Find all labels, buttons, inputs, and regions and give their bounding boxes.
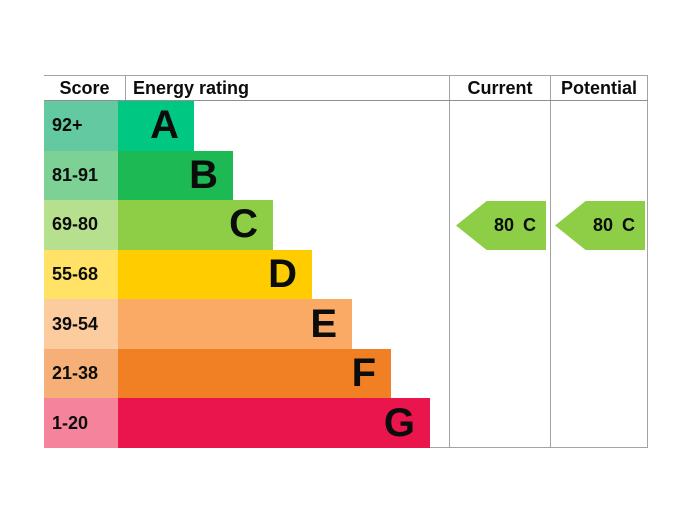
band-bar-f: F [118, 348, 391, 399]
epc-rating-chart: Score Energy rating Current Potential 92… [44, 75, 648, 448]
band-row-e: 39-54 E [44, 299, 449, 349]
energy-bands: 92+ A 81-91 B 69-80 C 55-68 D 39-54 E 21… [44, 101, 449, 448]
current-rating-arrow: 80 C [456, 201, 546, 250]
band-score-b: 81-91 [44, 150, 118, 201]
current-rating-value: 80 [493, 215, 515, 235]
band-row-a: 92+ A [44, 101, 449, 151]
band-bar-g: G [118, 398, 430, 448]
band-score-g: 1-20 [44, 398, 118, 448]
band-row-b: 81-91 B [44, 150, 449, 201]
band-bar-d: D [118, 249, 312, 300]
current-column-header: Current [449, 76, 550, 100]
potential-column-header: Potential [550, 76, 648, 100]
band-row-g: 1-20 G [44, 398, 449, 448]
band-score-c: 69-80 [44, 200, 118, 250]
header-row: Score Energy rating Current Potential [44, 76, 648, 101]
band-bar-a: A [118, 101, 194, 151]
band-letter-b: B [189, 152, 218, 197]
band-score-a: 92+ [44, 101, 118, 151]
current-rating-band: C [523, 215, 537, 235]
band-row-d: 55-68 D [44, 249, 449, 300]
band-letter-f: F [351, 351, 376, 396]
potential-rating-arrow: 80 C [555, 201, 645, 250]
band-letter-a: A [150, 103, 179, 148]
band-letter-d: D [268, 251, 297, 296]
band-letter-g: G [383, 400, 415, 445]
energy-rating-column-header: Energy rating [133, 77, 250, 98]
potential-rating-value: 80 [592, 215, 614, 235]
chart-body: 92+ A 81-91 B 69-80 C 55-68 D 39-54 E 21… [44, 101, 648, 448]
band-bar-c: C [118, 200, 273, 250]
band-score-d: 55-68 [44, 249, 118, 300]
band-row-c: 69-80 C [44, 200, 449, 250]
potential-rating-column: 80 C [550, 101, 648, 448]
current-rating-column: 80 C [449, 101, 550, 448]
band-score-f: 21-38 [44, 348, 118, 399]
band-letter-e: E [310, 301, 337, 346]
potential-rating-band: C [622, 215, 636, 235]
band-bar-b: B [118, 150, 233, 201]
band-bar-e: E [118, 299, 352, 349]
band-score-e: 39-54 [44, 299, 118, 349]
score-column-header: Score [44, 76, 126, 100]
band-row-f: 21-38 F [44, 348, 449, 399]
band-letter-c: C [229, 202, 258, 247]
